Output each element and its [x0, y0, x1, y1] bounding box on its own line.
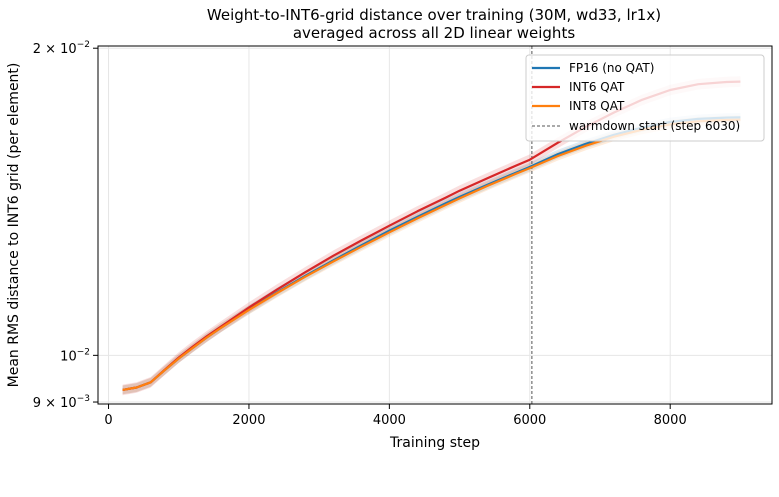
legend-label-fp16: FP16 (no QAT) — [569, 61, 654, 75]
x-tick-label-0: 0 — [104, 413, 112, 428]
band-2 — [122, 115, 741, 395]
x-axis-ticks: 0 2000 4000 6000 8000 — [104, 404, 687, 428]
plot-frame — [97, 45, 773, 405]
band-0 — [122, 113, 741, 395]
y-tick-label-0: 2 × 10−2 — [33, 40, 90, 57]
y-axis-ticks: 2 × 10−2 10−2 9 × 10−3 — [33, 40, 98, 411]
legend-label-int6: INT6 QAT — [569, 80, 625, 94]
legend: FP16 (no QAT) INT6 QAT INT8 QAT warmdown… — [525, 54, 765, 142]
x-tick-label-4: 8000 — [654, 413, 687, 428]
x-tick-label-1: 2000 — [232, 413, 265, 428]
chart-title-line-1: Weight-to-INT6-grid distance over traini… — [207, 6, 661, 24]
y-axis-label: Mean RMS distance to INT6 grid (per elem… — [6, 63, 22, 388]
series-line-2 — [122, 118, 741, 391]
chart-title-line-2: averaged across all 2D linear weights — [293, 24, 575, 42]
series-line-0 — [122, 116, 741, 391]
x-tick-label-2: 4000 — [373, 413, 406, 428]
y-tick-label-1: 10−2 — [60, 347, 90, 364]
x-axis-label: Training step — [389, 435, 480, 451]
y-tick-label-2: 9 × 10−3 — [33, 394, 90, 411]
x-tick-label-3: 6000 — [513, 413, 546, 428]
legend-label-int8: INT8 QAT — [569, 99, 625, 113]
legend-box — [525, 54, 765, 142]
legend-label-warmdown: warmdown start (step 6030) — [569, 119, 740, 133]
